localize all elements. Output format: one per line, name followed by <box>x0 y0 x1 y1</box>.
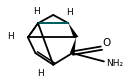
Text: O: O <box>102 38 111 48</box>
Text: H: H <box>66 8 73 17</box>
Polygon shape <box>70 37 76 53</box>
Text: H: H <box>33 7 40 16</box>
Polygon shape <box>68 23 78 38</box>
Text: H: H <box>37 69 44 78</box>
Text: H: H <box>7 32 14 41</box>
Text: NH₂: NH₂ <box>106 59 124 68</box>
